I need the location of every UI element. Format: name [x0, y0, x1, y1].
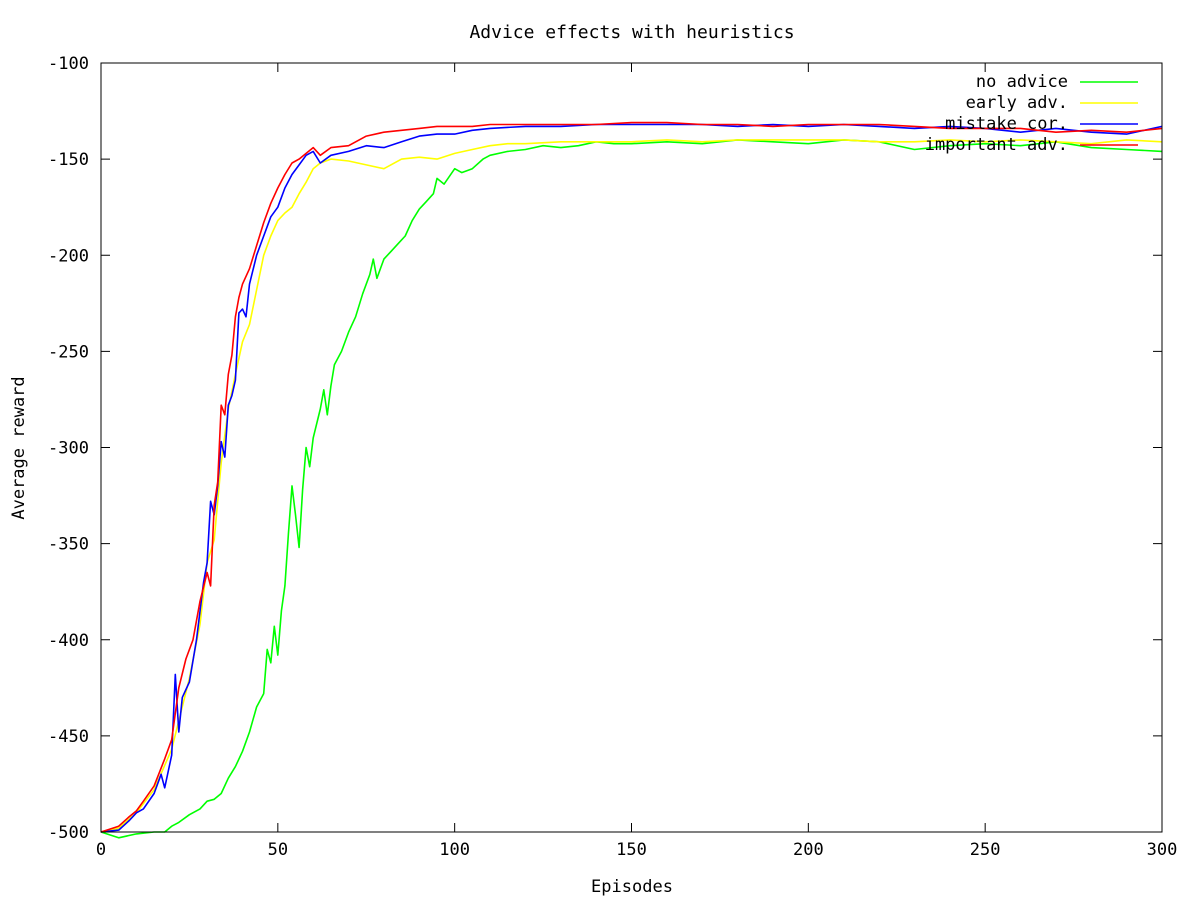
plot-frame — [100, 62, 1163, 833]
series-layer — [100, 121, 1163, 839]
y-tick-label: -450 — [48, 727, 89, 747]
y-tick-label: -350 — [48, 535, 89, 555]
legend-label-0: no advice — [976, 72, 1068, 92]
y-tick-label: -150 — [48, 150, 89, 170]
x-tick-label: 50 — [268, 840, 288, 860]
y-tick-label: -300 — [48, 439, 89, 459]
series-line-3 — [100, 121, 1163, 833]
ticks-layer: 0 50 100 150 200 250 300 -500 -450 -400 -350 -300 -2… — [48, 54, 1177, 860]
x-tick-label: 200 — [793, 840, 824, 860]
y-tick-label: -400 — [48, 631, 89, 651]
y-tick-label: -250 — [48, 342, 89, 362]
legend-label-2: mistake cor. — [945, 114, 1068, 134]
x-tick-label: 250 — [970, 840, 1001, 860]
legend-label-1: early adv. — [966, 93, 1068, 113]
x-tick-label: 0 — [96, 840, 106, 860]
series-line-0 — [100, 139, 1163, 839]
y-tick-label: -500 — [48, 823, 89, 843]
y-tick-label: -100 — [48, 54, 89, 74]
x-tick-label: 150 — [616, 840, 647, 860]
legend-label-3: important adv. — [925, 135, 1068, 155]
y-tick-label: -200 — [48, 246, 89, 266]
series-line-2 — [100, 123, 1163, 833]
y-axis-label: Average reward — [9, 376, 29, 519]
x-tick-label: 300 — [1147, 840, 1178, 860]
series-line-1 — [100, 139, 1163, 833]
axes-layer — [100, 62, 1163, 833]
chart-title: Advice effects with heuristics — [469, 22, 794, 43]
x-tick-label: 100 — [439, 840, 470, 860]
x-axis-label: Episodes — [591, 877, 673, 897]
